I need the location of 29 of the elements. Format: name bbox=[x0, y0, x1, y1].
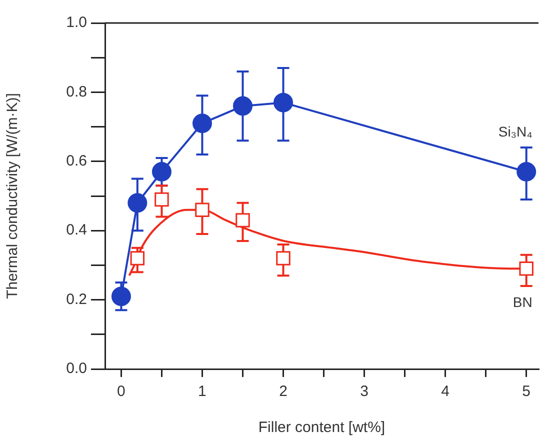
y-tick-label: 0.4 bbox=[66, 222, 87, 239]
point bbox=[154, 192, 169, 207]
x-tick-label: 3 bbox=[360, 383, 368, 400]
point bbox=[195, 202, 210, 217]
series-label: BN bbox=[512, 294, 532, 310]
point bbox=[236, 213, 250, 228]
point bbox=[128, 193, 148, 213]
x-tick-label: 5 bbox=[522, 383, 531, 400]
y-tick-label: 0.6 bbox=[66, 152, 87, 170]
x-tick-label: 1 bbox=[198, 383, 206, 400]
point bbox=[152, 162, 172, 182]
series-label: Si₃N₄ bbox=[498, 123, 533, 140]
x-tick-label: 4 bbox=[441, 383, 450, 400]
point bbox=[276, 251, 290, 266]
y-axis-title: Thermal conductivity [W/(m·K)] bbox=[4, 93, 22, 299]
point bbox=[192, 114, 212, 134]
point bbox=[111, 286, 131, 306]
point bbox=[516, 162, 536, 182]
y-tick-label: 0.2 bbox=[66, 290, 87, 308]
point bbox=[274, 92, 294, 112]
point bbox=[519, 262, 534, 276]
text: 1.0 bbox=[66, 14, 87, 32]
x-tick-label: 2 bbox=[279, 383, 288, 400]
x-tick-label: 0 bbox=[117, 383, 126, 400]
x-axis-title: Filler content [wt%] bbox=[258, 419, 386, 436]
y-tick-label: 0.8 bbox=[66, 83, 87, 100]
point bbox=[233, 96, 252, 116]
text: 0.0 bbox=[66, 360, 87, 378]
point bbox=[130, 251, 145, 266]
